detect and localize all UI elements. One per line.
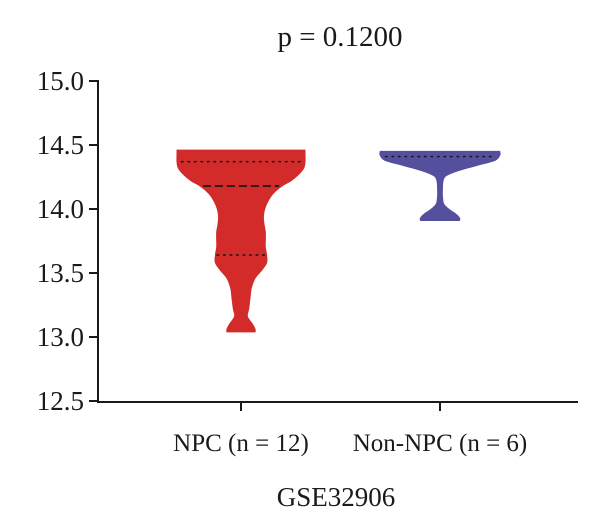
violin-group xyxy=(176,149,501,333)
chart-title: p = 0.1200 xyxy=(277,21,402,53)
y-tick-label-3: 13.5 xyxy=(37,258,84,288)
x-category-label-0: NPC (n = 12) xyxy=(173,430,309,457)
y-tick-label-1: 14.5 xyxy=(37,130,84,160)
y-tick-label-2: 14.0 xyxy=(37,194,84,224)
y-tick-label-0: 15.0 xyxy=(37,66,84,96)
violin-1 xyxy=(379,150,501,222)
x-category-label-1: Non-NPC (n = 6) xyxy=(353,430,528,457)
y-axis-ticks: 15.0 14.5 14.0 13.5 13.0 12.5 xyxy=(37,66,98,416)
x-axis-ticks: NPC (n = 12) Non-NPC (n = 6) xyxy=(173,402,527,457)
y-tick-label-5: 12.5 xyxy=(37,386,84,416)
y-tick-label-4: 13.0 xyxy=(37,322,84,352)
x-axis-label: GSE32906 xyxy=(277,482,396,512)
violin-0 xyxy=(176,149,306,333)
